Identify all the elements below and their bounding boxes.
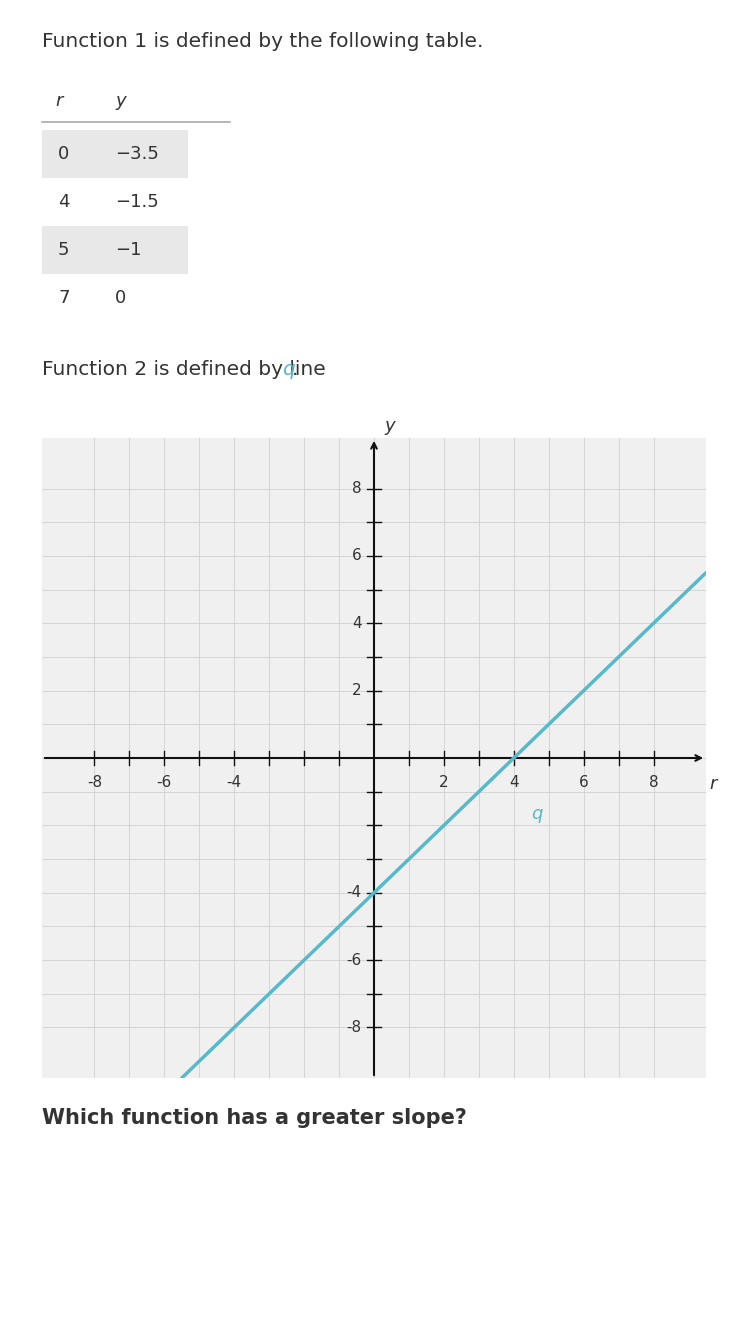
Text: 8: 8	[649, 775, 658, 789]
Text: 4: 4	[352, 616, 362, 631]
Text: 6: 6	[579, 775, 589, 789]
Text: 8: 8	[352, 481, 362, 496]
Text: -6: -6	[346, 953, 362, 968]
Text: 5: 5	[58, 241, 70, 259]
Text: 6: 6	[352, 549, 362, 563]
Text: -8: -8	[87, 775, 102, 789]
Text: y: y	[115, 93, 126, 110]
Text: 4: 4	[58, 193, 70, 212]
Text: 2: 2	[439, 775, 449, 789]
Text: q: q	[531, 805, 542, 822]
Text: 7: 7	[58, 290, 70, 307]
Text: 4: 4	[509, 775, 518, 789]
Text: 2: 2	[352, 683, 362, 698]
Text: r: r	[55, 93, 62, 110]
Text: Which function has a greater slope?: Which function has a greater slope?	[42, 1108, 467, 1128]
Text: -8: -8	[346, 1021, 362, 1035]
Text: 0: 0	[58, 145, 70, 163]
Text: −3.5: −3.5	[115, 145, 159, 163]
Text: Function 1 is defined by the following table.: Function 1 is defined by the following t…	[42, 32, 483, 52]
Text: 0: 0	[115, 290, 126, 307]
Text: r: r	[710, 775, 717, 793]
Text: Function 2 is defined by line: Function 2 is defined by line	[42, 360, 332, 379]
Text: -4: -4	[227, 775, 242, 789]
Text: −1.5: −1.5	[115, 193, 159, 212]
Text: .: .	[292, 360, 298, 379]
Text: -6: -6	[156, 775, 172, 789]
Text: q: q	[282, 360, 295, 379]
Text: -4: -4	[346, 886, 362, 900]
Text: y: y	[384, 416, 395, 435]
Text: −1: −1	[115, 241, 141, 259]
